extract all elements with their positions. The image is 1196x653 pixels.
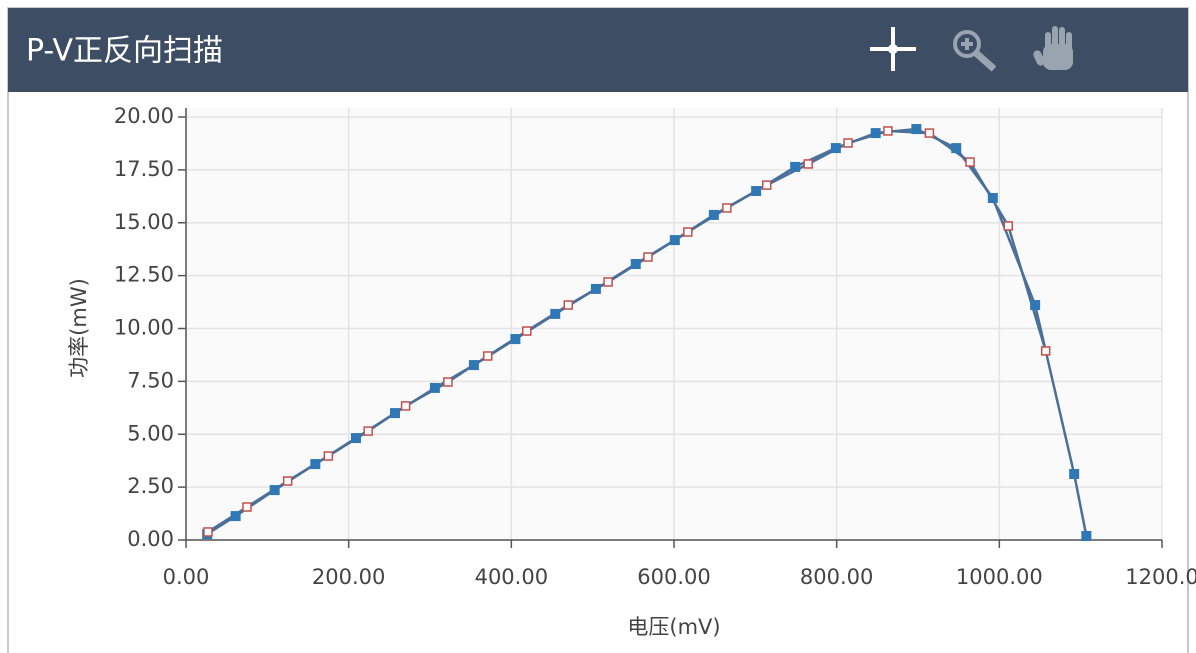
data-point	[390, 408, 401, 419]
y-tick-label: 12.50	[114, 263, 174, 287]
y-tick-label: 20.00	[114, 104, 174, 128]
y-tick-label: 5.00	[127, 421, 174, 445]
data-point	[1030, 300, 1041, 311]
data-point	[803, 159, 813, 169]
data-point	[269, 485, 280, 496]
x-axis-label: 电压(mV)	[627, 615, 720, 639]
data-point	[603, 277, 613, 287]
data-point	[482, 351, 493, 361]
data-point	[911, 124, 922, 135]
data-point	[987, 193, 998, 204]
data-point	[1003, 221, 1014, 231]
data-point	[323, 451, 334, 461]
data-point	[1069, 469, 1080, 480]
data-point	[550, 308, 561, 319]
data-point	[751, 186, 762, 197]
data-point	[1040, 346, 1051, 356]
pan-tool[interactable]	[1032, 26, 1073, 70]
data-point	[708, 209, 719, 220]
data-point	[790, 161, 801, 172]
y-axis-label: 功率(mW)	[67, 278, 91, 378]
data-point	[951, 143, 962, 154]
zoom-tool[interactable]	[953, 30, 997, 72]
data-point	[363, 426, 373, 436]
x-tick-label: 0.00	[163, 565, 210, 589]
data-point	[282, 476, 293, 486]
data-point	[761, 180, 772, 190]
x-tick-label: 400.00	[475, 565, 548, 589]
data-point	[722, 203, 732, 213]
data-point	[203, 527, 213, 537]
data-point	[843, 138, 853, 148]
data-point	[683, 227, 693, 237]
data-point	[590, 283, 601, 294]
data-point	[630, 258, 641, 269]
data-point	[510, 334, 521, 345]
data-point	[310, 459, 321, 470]
y-tick-label: 0.00	[127, 527, 174, 551]
data-point	[870, 128, 881, 139]
y-tick-label: 17.50	[114, 157, 174, 181]
chart-title: P-V正反向扫描	[26, 34, 223, 69]
data-point	[400, 401, 411, 411]
y-tick-label: 15.00	[114, 210, 174, 234]
x-tick-label: 200.00	[312, 565, 385, 589]
data-point	[230, 511, 241, 522]
data-point	[669, 235, 680, 246]
data-point	[830, 143, 841, 154]
y-tick-label: 2.50	[127, 474, 174, 498]
data-point	[522, 326, 532, 336]
x-tick-label: 800.00	[800, 565, 873, 589]
data-point	[429, 382, 440, 393]
x-tick-label: 600.00	[637, 565, 710, 589]
series-line	[207, 129, 1047, 534]
data-point	[1081, 530, 1092, 541]
data-point	[242, 502, 252, 512]
y-tick-label: 10.00	[114, 316, 174, 340]
data-point	[965, 157, 975, 167]
data-point	[443, 377, 453, 387]
crosshair-tool[interactable]	[870, 27, 916, 71]
data-point	[563, 300, 574, 310]
data-point	[468, 360, 479, 371]
panel-header	[8, 8, 1188, 92]
data-point	[643, 252, 653, 262]
y-tick-label: 7.50	[127, 368, 174, 392]
data-point	[350, 433, 361, 444]
data-point	[883, 126, 893, 136]
x-tick-label: 1200.0	[1125, 565, 1196, 589]
data-point	[924, 128, 935, 138]
x-tick-label: 1000.00	[956, 565, 1043, 589]
